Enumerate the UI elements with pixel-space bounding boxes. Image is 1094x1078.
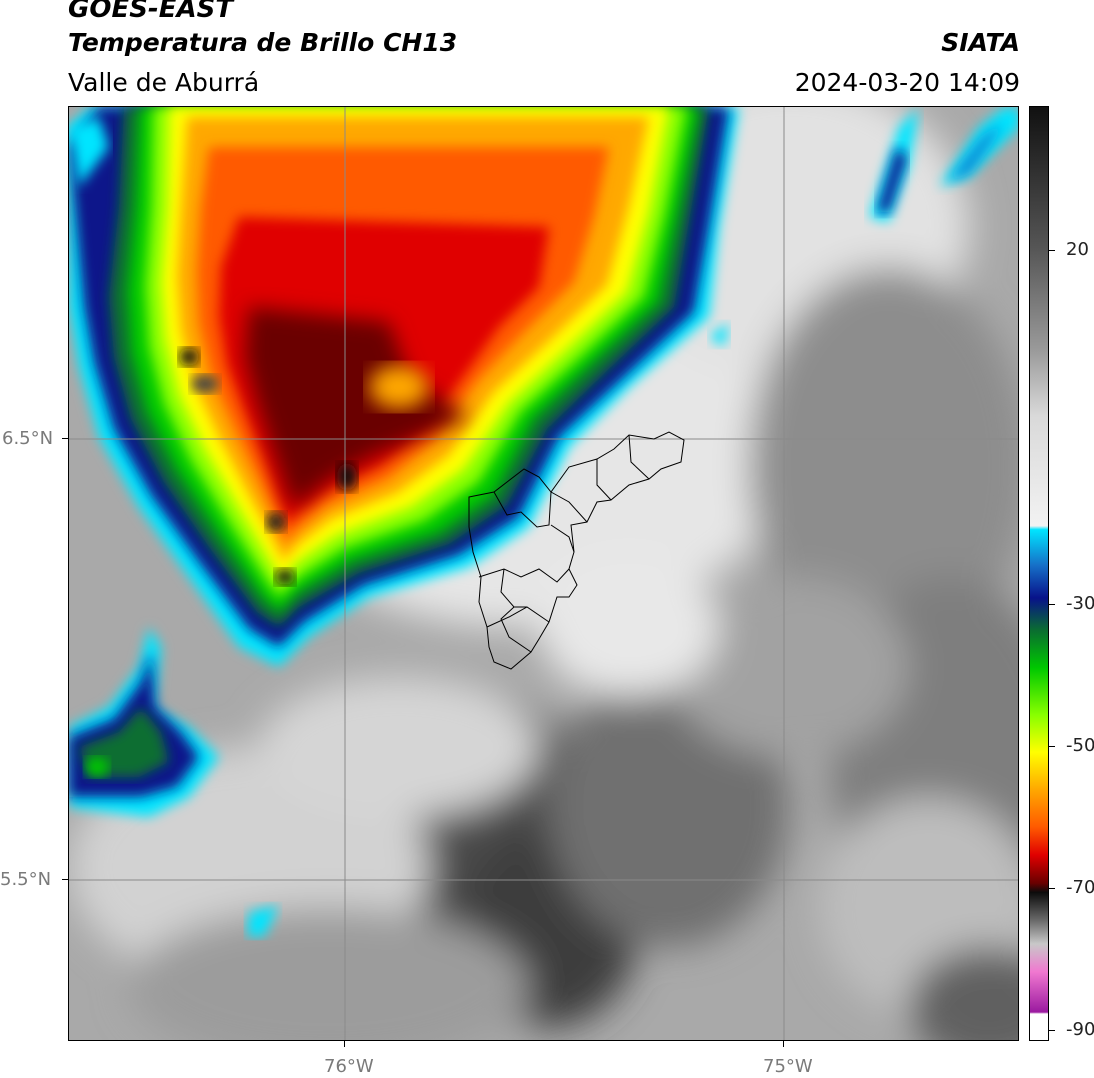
colorbar-gradient [1030, 107, 1048, 1040]
satellite-title: GOES-EAST [68, 0, 234, 24]
lat-label-5-5: 5.5°N [0, 869, 52, 890]
satellite-map[interactable] [68, 106, 1019, 1041]
lon-tick [344, 1041, 345, 1047]
lon-label-76: 76°W [324, 1056, 374, 1077]
colorbar-tick [1049, 250, 1055, 251]
colorbar-tick [1049, 604, 1055, 605]
colorbar-label: -50 [1066, 735, 1094, 756]
colorbar-tick [1049, 1030, 1055, 1031]
colorbar-label: -90 [1066, 1019, 1094, 1040]
colorbar-label: -70 [1066, 877, 1094, 898]
storm-cell [69, 107, 739, 667]
lon-tick [783, 1041, 784, 1047]
colorbar-tick [1049, 888, 1055, 889]
brightness-temperature-field [69, 107, 1018, 1040]
lat-tick [62, 879, 68, 880]
region-name: Valle de Aburrá [68, 68, 260, 97]
municipal-boundaries [468, 431, 685, 670]
lon-label-75: 75°W [763, 1056, 813, 1077]
colorbar [1029, 106, 1049, 1041]
product-title: Temperatura de Brillo CH13 [68, 28, 458, 57]
colorbar-label: 20 [1066, 239, 1089, 260]
lat-tick [62, 438, 68, 439]
colorbar-tick [1049, 746, 1055, 747]
small-storm-cell [69, 627, 219, 817]
colorbar-label: -30 [1066, 593, 1094, 614]
lat-label-6-5: 6.5°N [2, 428, 54, 449]
anvil-fragments [69, 107, 1018, 937]
agency-name: SIATA [941, 28, 1020, 57]
timestamp: 2024-03-20 14:09 [794, 68, 1020, 97]
